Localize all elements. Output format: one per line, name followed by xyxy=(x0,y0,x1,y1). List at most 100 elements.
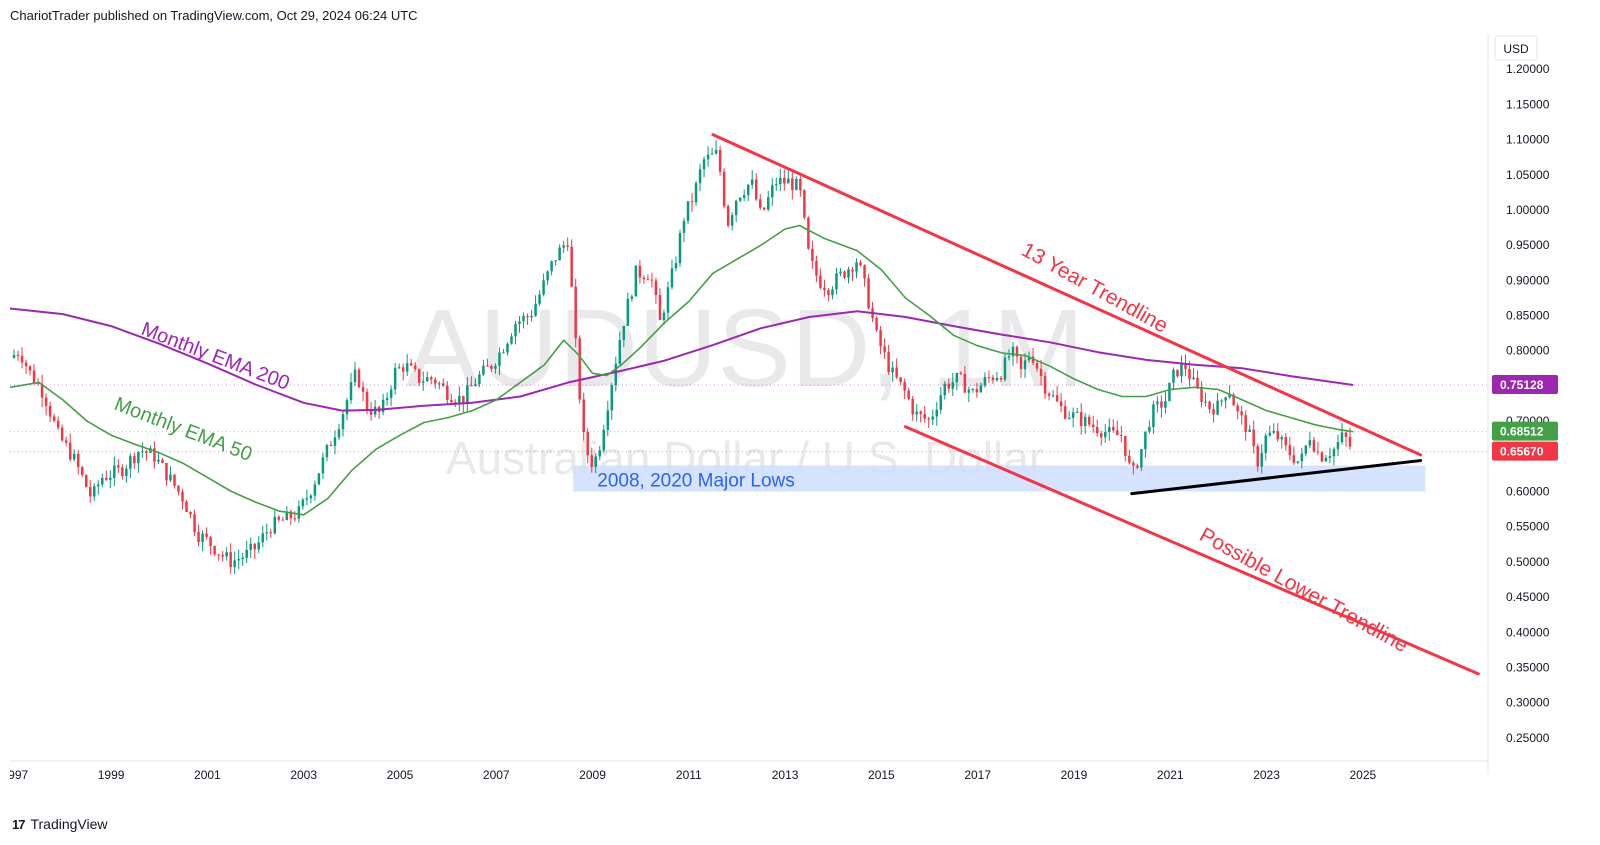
candle-body xyxy=(68,442,72,460)
candle-body xyxy=(702,159,706,170)
candle-body xyxy=(462,395,465,405)
candle-body xyxy=(189,512,192,515)
candle-body xyxy=(1312,440,1316,452)
candle-body xyxy=(249,543,252,550)
candle-body xyxy=(28,366,32,371)
candle-body xyxy=(56,420,60,428)
price-badge xyxy=(1492,375,1558,395)
candle-body xyxy=(827,290,830,296)
candle-body xyxy=(678,232,682,264)
candle-body xyxy=(867,278,870,309)
candle-body xyxy=(337,429,341,438)
candle-body xyxy=(811,248,814,261)
candle-body xyxy=(353,369,357,383)
candle-body xyxy=(879,330,882,347)
candle-body xyxy=(1172,369,1175,383)
candle-body xyxy=(438,383,441,385)
candle-body xyxy=(947,383,951,389)
candle-body xyxy=(839,271,842,274)
candle-body xyxy=(245,549,248,558)
candle-body xyxy=(911,398,914,415)
candle-body xyxy=(799,179,802,191)
candle-body xyxy=(582,399,585,433)
candle-body xyxy=(750,179,754,185)
candle-body xyxy=(1240,411,1243,416)
candle-body xyxy=(526,316,529,318)
candle-body xyxy=(129,456,132,469)
candle-body xyxy=(803,190,806,218)
candle-body xyxy=(991,377,995,381)
candle-body xyxy=(566,245,569,247)
candle-body xyxy=(967,389,971,393)
candle-body xyxy=(381,399,385,412)
candle-body xyxy=(1112,426,1115,431)
candle-body xyxy=(1071,412,1075,418)
price-badge xyxy=(1492,441,1558,461)
candle-body xyxy=(975,389,979,393)
lower-trendline xyxy=(903,425,1480,676)
candle-body xyxy=(1276,430,1280,440)
candle-body xyxy=(578,338,581,400)
candle-body xyxy=(389,389,393,398)
candle-body xyxy=(1216,400,1219,415)
candle-body xyxy=(758,199,762,208)
candle-body xyxy=(1055,395,1059,402)
candle-body xyxy=(610,385,614,411)
candle-body xyxy=(835,273,838,290)
candle-body xyxy=(730,215,734,226)
candle-body xyxy=(36,383,40,385)
candle-body xyxy=(903,382,906,391)
candle-body xyxy=(1168,382,1171,402)
candle-body xyxy=(843,271,846,278)
candle-body xyxy=(554,260,557,262)
candle-body xyxy=(1091,424,1095,427)
candle-body xyxy=(442,383,445,386)
candle-body xyxy=(775,184,778,186)
candle-body xyxy=(12,355,16,358)
candle-body xyxy=(1156,401,1159,405)
candle-body xyxy=(446,385,449,400)
ema50-line xyxy=(10,224,1354,516)
candle-body xyxy=(682,220,686,233)
candle-body xyxy=(955,372,959,383)
candle-body xyxy=(393,368,397,390)
candle-body xyxy=(125,468,128,477)
candle-body xyxy=(734,200,738,216)
candle-body xyxy=(1136,465,1139,468)
candle-body xyxy=(530,315,533,318)
candle-body xyxy=(662,312,666,321)
candle-body xyxy=(722,171,726,207)
candle-body xyxy=(173,474,176,486)
candle-body xyxy=(855,262,858,272)
candle-body xyxy=(1087,416,1091,425)
candle-body xyxy=(654,280,658,296)
candle-body xyxy=(88,487,92,497)
candle-body xyxy=(1244,415,1247,432)
candle-body xyxy=(181,491,184,502)
x-tick-label: 2007 xyxy=(483,768,510,782)
candle-body xyxy=(1067,417,1071,419)
candle-body xyxy=(401,367,405,372)
candle-body xyxy=(1108,426,1111,433)
candle-body xyxy=(1160,401,1163,408)
candle-body xyxy=(153,448,156,462)
candle-body xyxy=(590,455,593,467)
candle-body xyxy=(458,395,461,403)
y-tick-label: 0.50000 xyxy=(1506,555,1550,569)
candle-body xyxy=(478,374,481,385)
candle-body xyxy=(698,169,702,184)
candle-body xyxy=(1132,462,1135,466)
x-tick-label: 2015 xyxy=(868,768,895,782)
candle-body xyxy=(413,365,417,369)
candle-body xyxy=(887,352,890,373)
candle-body xyxy=(213,546,216,555)
candle-body xyxy=(229,552,232,568)
candle-body xyxy=(1340,432,1344,443)
tradingview-brand: TradingView xyxy=(30,816,108,832)
candle-body xyxy=(1176,369,1179,377)
chart-area[interactable]: AUDUSD, 1M Australian Dollar / U.S. Dolla… xyxy=(10,34,1590,802)
candle-body xyxy=(397,367,401,369)
tradingview-logo[interactable]: 17 TradingView xyxy=(12,816,108,832)
candle-body xyxy=(1047,393,1051,396)
